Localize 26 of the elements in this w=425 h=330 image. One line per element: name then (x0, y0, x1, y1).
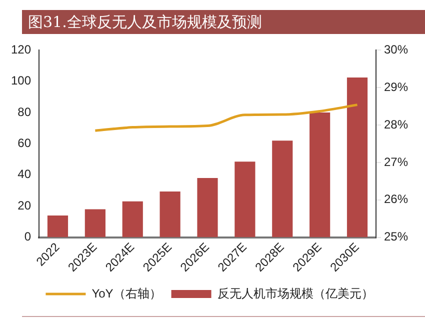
bar (122, 201, 143, 238)
y2-tick-label: 29% (384, 80, 408, 94)
bar (160, 191, 180, 238)
bar (84, 209, 106, 238)
y-tick-label: 120 (10, 42, 32, 57)
legend-label: YoY（右轴） (92, 286, 162, 300)
bar (272, 140, 293, 238)
y2-tick-label: 30% (384, 42, 408, 57)
legend-label: 反无人机市场规模（亿美元） (217, 286, 374, 300)
y-tick-label: 60 (18, 136, 32, 150)
y2-tick-label: 27% (384, 154, 408, 169)
y-tick-label: 20 (18, 198, 32, 212)
y-tick-label: 80 (18, 104, 32, 119)
bar (47, 215, 68, 238)
line-series (94, 104, 359, 132)
y2-tick-label: 28% (384, 117, 408, 132)
y2-tick-label: 25% (384, 230, 408, 244)
y2-tick-label: 26% (384, 192, 408, 206)
chart-title: 图31.全球反无人及市场规模及预测 (22, 10, 425, 34)
y-tick-label: 100 (10, 74, 32, 88)
bar (234, 162, 256, 238)
y-tick-label: 0 (24, 230, 32, 244)
y-tick-label: 40 (18, 167, 32, 182)
bar (310, 112, 330, 238)
bar (197, 178, 218, 238)
bar (346, 77, 368, 238)
